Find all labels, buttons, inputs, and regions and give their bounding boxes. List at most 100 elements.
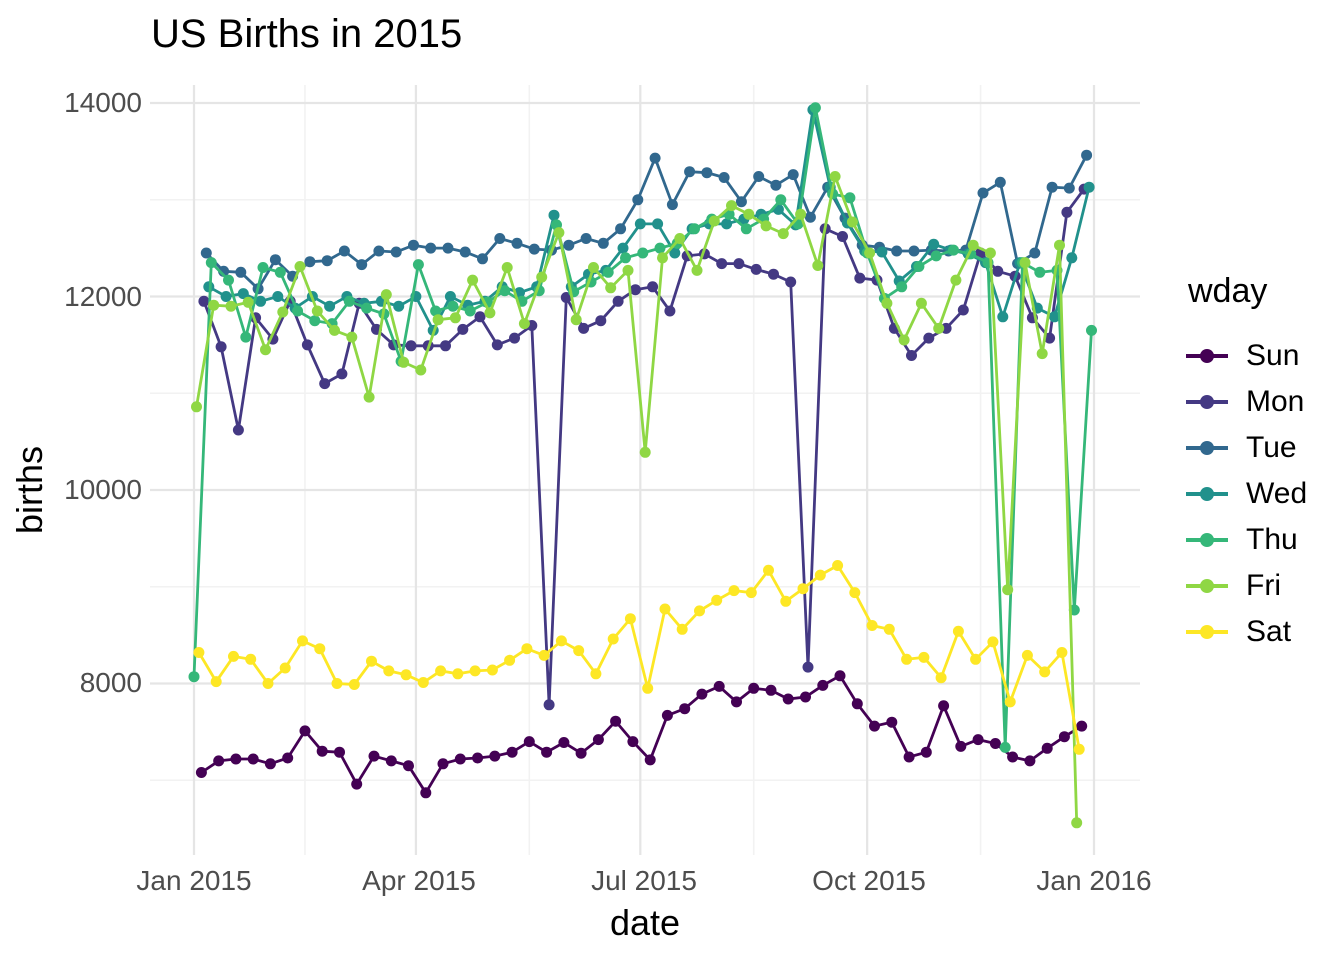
data-point-thu	[447, 300, 459, 312]
legend-key-line-icon	[1186, 487, 1228, 501]
data-point-thu	[412, 259, 424, 271]
data-point-sun	[575, 747, 587, 759]
data-point-tue	[753, 171, 765, 182]
data-point-tue	[235, 266, 247, 278]
data-point-thu	[602, 266, 614, 278]
data-point-sat	[883, 623, 895, 635]
data-point-thu	[913, 261, 925, 272]
data-point-fri	[743, 208, 755, 220]
data-point-sun	[627, 736, 639, 748]
data-point-sun	[558, 737, 570, 748]
data-point-fri	[708, 215, 720, 227]
data-point-tue	[269, 254, 281, 266]
legend-label: Thu	[1246, 523, 1298, 556]
data-point-thu	[240, 331, 252, 343]
data-point-sun	[800, 691, 811, 703]
data-point-mon	[629, 284, 641, 296]
data-point-fri	[277, 306, 289, 318]
data-point-fri	[449, 312, 461, 324]
data-point-thu	[205, 257, 217, 269]
y-tick-label: 8000	[79, 667, 142, 698]
data-point-fri	[294, 261, 306, 272]
data-point-mon	[578, 322, 590, 334]
legend-title: wday	[1188, 272, 1268, 310]
data-point-mon	[854, 272, 866, 284]
data-point-mon	[543, 699, 555, 711]
data-point-fri	[1002, 584, 1014, 596]
data-point-fri	[415, 364, 427, 376]
data-point-tue	[666, 199, 678, 211]
data-point-tue	[718, 172, 730, 183]
data-point-sun	[782, 693, 794, 705]
y-tick-label: 12000	[64, 281, 142, 312]
data-point-thu	[620, 252, 631, 264]
data-point-tue	[891, 245, 903, 257]
data-point-thu	[775, 194, 787, 206]
data-point-sat	[745, 587, 757, 599]
legend-item: Mon	[1186, 379, 1336, 425]
data-point-sat	[676, 623, 688, 635]
data-point-fri	[380, 289, 392, 301]
legend-item: Fri	[1186, 563, 1336, 609]
data-point-wed	[324, 300, 336, 312]
data-point-sun	[592, 734, 604, 746]
data-point-sat	[1056, 647, 1068, 658]
data-point-fri	[501, 262, 513, 273]
data-point-tue	[304, 256, 316, 268]
data-point-fri	[622, 264, 634, 276]
data-point-mon	[785, 276, 797, 288]
data-point-fri	[311, 305, 323, 317]
data-point-sun	[264, 758, 276, 770]
data-point-thu	[809, 102, 821, 114]
x-tick-label: Apr 2015	[362, 865, 476, 896]
data-point-sun	[213, 755, 225, 767]
data-point-sun	[869, 720, 880, 732]
data-point-mon	[1061, 206, 1073, 218]
data-point-tue	[615, 223, 627, 235]
data-point-tue	[597, 237, 609, 249]
data-point-thu	[430, 305, 442, 317]
data-point-sat	[780, 595, 792, 607]
data-point-mon	[215, 341, 227, 353]
data-point-sun	[420, 787, 432, 799]
legend-label: Sat	[1246, 615, 1292, 648]
data-point-tue	[356, 259, 368, 271]
data-point-thu	[223, 274, 234, 286]
data-point-tue	[580, 233, 592, 244]
data-point-sat	[504, 654, 516, 666]
data-point-sat	[952, 625, 964, 637]
data-point-mon	[647, 281, 659, 293]
data-point-sun	[247, 753, 259, 765]
data-point-sat	[624, 613, 636, 625]
data-point-sat	[987, 636, 999, 648]
data-point-sun	[1024, 755, 1036, 767]
data-point-wed	[652, 218, 664, 230]
data-point-fri	[674, 233, 686, 244]
legend-key-line-icon	[1186, 625, 1228, 639]
x-tick-label: Oct 2015	[812, 865, 926, 896]
data-point-sat	[1039, 666, 1051, 678]
data-point-fri	[933, 322, 945, 334]
data-point-mon	[612, 295, 624, 307]
data-point-tue	[804, 211, 816, 223]
data-point-wed	[617, 242, 629, 254]
data-point-sun	[696, 688, 708, 700]
data-point-fri	[898, 334, 910, 346]
data-point-sun	[765, 684, 777, 696]
data-point-sun	[506, 746, 518, 758]
data-point-tue	[528, 243, 540, 255]
data-point-sat	[1021, 649, 1033, 661]
data-point-sat	[814, 569, 826, 581]
data-point-mon	[560, 292, 572, 303]
data-point-thu	[292, 305, 304, 317]
data-point-wed	[548, 209, 560, 221]
data-point-wed	[1049, 311, 1060, 323]
data-point-mon	[837, 231, 848, 242]
legend-key-line-icon	[1186, 441, 1228, 455]
data-point-tue	[684, 166, 696, 178]
data-point-tue	[338, 245, 350, 257]
data-point-thu	[464, 305, 476, 317]
data-point-fri	[363, 391, 375, 403]
x-tick-label: Jan 2015	[136, 865, 252, 896]
